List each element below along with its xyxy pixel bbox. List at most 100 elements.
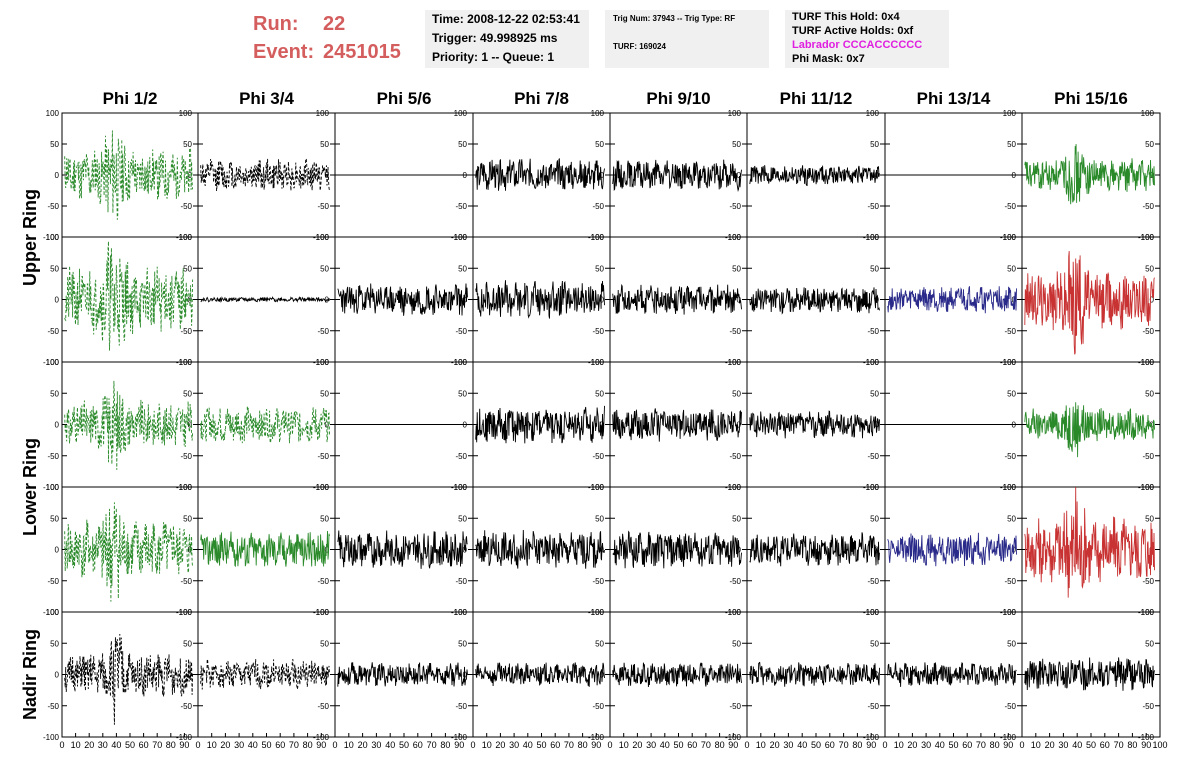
x-tick-label: 70 [976,740,986,750]
y-tick-label: -50 [1142,327,1154,336]
y-tick-label: 100 [1141,483,1155,492]
y-tick-label: -50 [592,327,604,336]
waveform-series [475,529,605,569]
y-tick-label: 50 [320,140,329,149]
y-tick-label: 100 [866,608,880,617]
x-tick-label: 0 [882,740,887,750]
x-tick-label: 30 [783,740,793,750]
y-tick-label: 100 [454,358,468,367]
waveform-series [64,130,194,220]
y-tick-label: 50 [732,264,741,273]
ring-label: Lower Ring [20,438,40,536]
y-tick-label: -100 [451,733,468,742]
y-tick-label: -50 [47,327,59,336]
y-tick-label: -50 [180,202,192,211]
turf-active-holds-text: TURF Active Holds: 0xf [792,25,914,37]
x-tick-label: 80 [166,740,176,750]
y-tick-label: 0 [55,296,60,305]
y-tick-label: -50 [592,452,604,461]
x-tick-label: 40 [248,740,258,750]
y-tick-label: -50 [867,702,879,711]
x-tick-label: 80 [715,740,725,750]
turf-this-hold-text: TURF This Hold: 0x4 [792,11,900,23]
y-tick-label: 50 [1007,639,1016,648]
x-tick-label: 90 [316,740,326,750]
y-tick-label: -50 [180,577,192,586]
y-tick-label: 100 [46,483,60,492]
y-tick-label: 0 [55,671,60,680]
x-tick-label: 30 [646,740,656,750]
x-tick-label: 50 [1086,740,1096,750]
y-tick-label: 100 [179,358,193,367]
trigger-text: Trigger: 49.998925 ms [432,31,558,45]
y-tick-label: 100 [1003,358,1017,367]
waveform-series [475,405,605,444]
y-tick-label: 50 [458,140,467,149]
y-tick-label: -50 [729,327,741,336]
y-tick-label: -50 [729,202,741,211]
y-tick-label: -100 [43,608,60,617]
y-tick-label: 100 [316,233,330,242]
y-tick-label: 50 [870,639,879,648]
waveform-series [64,502,194,602]
y-tick-label: 0 [325,546,330,555]
y-tick-label: 0 [737,421,742,430]
y-tick-label: 0 [600,296,605,305]
column-label: Phi 15/16 [1054,89,1128,108]
y-tick-label: 100 [1003,483,1017,492]
x-tick-label: 40 [797,740,807,750]
y-tick-label: -50 [1004,702,1016,711]
y-tick-label: 50 [320,389,329,398]
y-tick-label: 50 [320,514,329,523]
y-tick-label: -50 [729,577,741,586]
y-tick-label: -100 [863,733,880,742]
y-tick-label: 100 [316,608,330,617]
y-tick-label: -100 [1000,733,1017,742]
y-tick-label: 100 [316,358,330,367]
y-tick-label: 0 [55,546,60,555]
x-tick-label: 20 [495,740,505,750]
column-label: Phi 9/10 [646,89,710,108]
y-tick-label: 100 [454,608,468,617]
y-tick-label: 100 [316,109,330,118]
y-tick-label: 0 [600,171,605,180]
y-tick-label: -50 [867,202,879,211]
waveform-series [64,633,194,725]
x-tick-label: 20 [770,740,780,750]
y-tick-label: -50 [317,577,329,586]
y-tick-label: -50 [592,202,604,211]
x-tick-label: 10 [1031,740,1041,750]
waveform-series [337,530,468,569]
x-tick-label: 40 [935,740,945,750]
panel-frame [609,361,748,488]
priority-text: Priority: 1 -- Queue: 1 [432,50,555,64]
x-tick-label: 30 [98,740,108,750]
waveform-series [887,532,1017,567]
y-tick-label: 50 [50,140,59,149]
y-tick-label: -50 [47,702,59,711]
column-label: Phi 7/8 [514,89,569,108]
y-tick-label: -50 [1142,452,1154,461]
y-tick-label: 50 [870,140,879,149]
turf-text: TURF: 169024 [613,42,666,51]
x-tick-label: 60 [825,740,835,750]
y-tick-label: 50 [183,639,192,648]
x-tick-label: 20 [1045,740,1055,750]
y-tick-label: 50 [458,264,467,273]
waveform-series [612,530,742,569]
panel-frame [61,112,199,238]
column-label: Phi 13/14 [917,89,991,108]
x-tick-label: 30 [371,740,381,750]
y-tick-label: -50 [867,452,879,461]
waveform-series [887,661,1017,687]
x-tick-label: 60 [550,740,560,750]
y-tick-label: -100 [725,733,742,742]
y-tick-label: 100 [866,109,880,118]
x-tick-label: 20 [907,740,917,750]
y-tick-label: 50 [595,514,604,523]
x-tick-label: 30 [234,740,244,750]
x-tick-label: 70 [839,740,849,750]
y-tick-label: -50 [455,327,467,336]
x-tick-label: 50 [536,740,546,750]
